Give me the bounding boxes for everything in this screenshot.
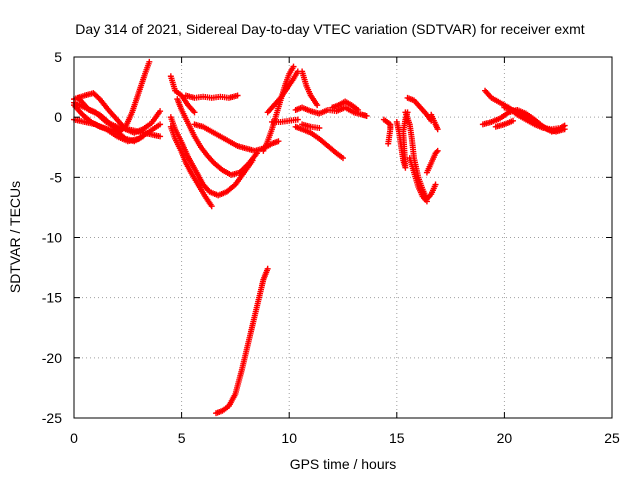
data-point [249, 157, 256, 164]
series-arc-5 [71, 99, 164, 140]
data-point [264, 265, 271, 272]
x-axis-label: GPS time / hours [290, 456, 397, 472]
data-points [71, 58, 568, 417]
data-point [433, 149, 440, 156]
series-arc-26 [423, 147, 441, 176]
data-point [363, 112, 370, 119]
y-tick-label: -20 [42, 350, 62, 366]
y-tick-label: -5 [50, 169, 63, 185]
series-arc-30 [492, 117, 517, 130]
data-point [290, 63, 297, 70]
x-tick-label: 0 [70, 430, 78, 446]
data-point [561, 126, 568, 133]
series-arc-31 [501, 104, 568, 135]
data-point [355, 106, 362, 113]
data-point [157, 121, 164, 128]
data-point [316, 124, 323, 131]
series-arc-17 [292, 123, 346, 162]
data-point [510, 117, 517, 124]
y-tick-label: -10 [42, 230, 62, 246]
y-axis-label: SDTVAR / TECUs [7, 181, 23, 293]
data-point [191, 109, 198, 116]
series-arc-24 [406, 155, 430, 205]
data-point [234, 92, 241, 99]
data-point [423, 198, 430, 205]
data-point [385, 140, 392, 147]
x-tick-label: 20 [497, 430, 513, 446]
series-arc-6 [167, 73, 198, 116]
data-point [434, 126, 441, 133]
series-arc-8 [167, 114, 256, 199]
series-arc-23 [402, 109, 439, 202]
series-arc-9 [167, 123, 215, 210]
chart-title: Day 314 of 2021, Sidereal Day-to-day VTE… [75, 21, 584, 37]
data-point [314, 102, 321, 109]
series-arc-12 [213, 265, 271, 417]
y-tick-label: 5 [54, 49, 62, 65]
data-point [208, 203, 215, 210]
data-point [157, 108, 164, 115]
x-tick-label: 10 [281, 430, 297, 446]
data-point [434, 147, 441, 154]
y-tick-label: -15 [42, 290, 62, 306]
data-point [146, 58, 153, 65]
axis-ticks: 0 5 10 15 20 25 5 0 -5 -10 -15 -20 -25 [42, 49, 620, 446]
series-arc-22 [393, 109, 411, 171]
series-arc-1 [71, 90, 164, 136]
series-arc-16 [292, 104, 370, 119]
x-tick-label: 15 [389, 430, 405, 446]
series-arc-10 [182, 92, 241, 101]
series-arc-19 [329, 98, 362, 113]
data-point [157, 133, 164, 140]
series-arc-27 [428, 111, 441, 133]
series-arc-3 [71, 116, 164, 145]
series-arc-20 [299, 121, 323, 131]
x-tick-label: 5 [178, 430, 186, 446]
data-point [275, 138, 282, 145]
series-arc-18 [299, 68, 321, 109]
x-tick-label: 25 [604, 430, 620, 446]
y-tick-label: -25 [42, 410, 62, 426]
data-point [340, 155, 346, 162]
series-arc-21 [380, 116, 394, 147]
y-tick-label: 0 [54, 109, 62, 125]
series-arc-14 [264, 68, 301, 116]
data-point [432, 181, 439, 188]
data-point [294, 116, 301, 123]
series-arc-15 [268, 116, 301, 125]
